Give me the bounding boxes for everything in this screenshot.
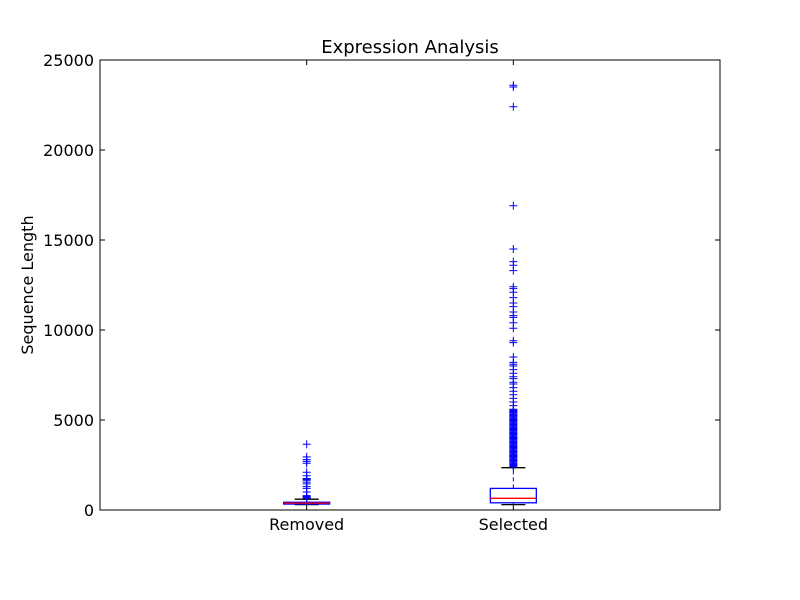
box-removed [283, 440, 331, 506]
outlier-point [509, 201, 518, 210]
y-tick-label: 5000 [53, 411, 94, 430]
plot-area-frame [99, 59, 721, 511]
y-tick-label: 25000 [43, 51, 94, 70]
x-tick-label: Selected [479, 515, 548, 534]
axis-ticks: 0 5000 10000 15000 20000 25000 Removed Selected [43, 51, 720, 534]
y-tick-label: 15000 [43, 231, 94, 250]
outlier-point [302, 452, 311, 461]
outlier-point [509, 245, 518, 253]
outlier-point [509, 336, 518, 345]
outlier-point [509, 257, 518, 266]
outlier-point [509, 353, 518, 361]
y-axis-label: Sequence Length [18, 215, 37, 354]
outlier-point [302, 468, 311, 477]
box-selected [489, 81, 537, 506]
y-tick-label: 10000 [43, 321, 94, 340]
outlier-point [509, 102, 518, 111]
x-tick-label: Removed [269, 515, 344, 534]
outlier-point [302, 440, 311, 449]
box-plot-series [283, 81, 537, 506]
y-tick-label: 20000 [43, 141, 94, 160]
box-iqr [489, 487, 537, 504]
outlier-point [509, 81, 518, 90]
y-tick-label: 0 [84, 501, 94, 520]
outlier-point [509, 282, 518, 291]
chart-title: Expression Analysis [321, 37, 499, 58]
